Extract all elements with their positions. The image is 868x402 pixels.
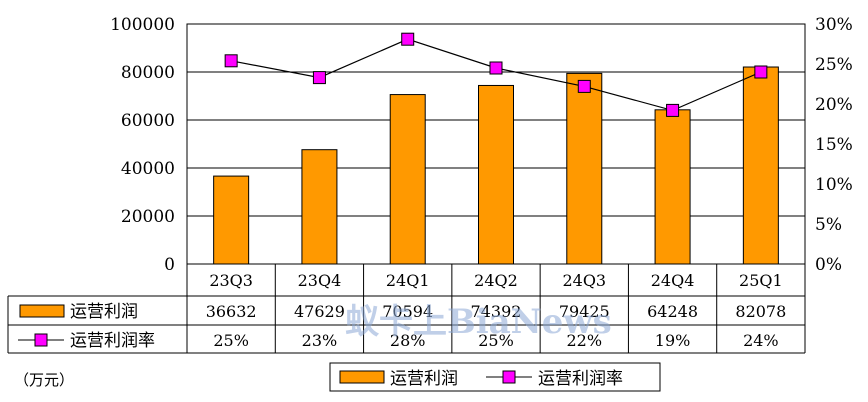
margin-marker <box>666 103 680 117</box>
table-bar-swatch <box>19 304 65 318</box>
bar <box>654 109 691 265</box>
data-label-margin: 22% <box>567 331 603 350</box>
bar <box>213 175 250 265</box>
data-label-profit: 64248 <box>647 302 698 321</box>
y-right-tick-label: 0% <box>815 255 842 275</box>
y-right-tick-label: 25% <box>815 55 853 75</box>
data-label-profit: 36632 <box>206 302 257 321</box>
margin-marker <box>577 79 591 93</box>
x-category-label: 24Q1 <box>386 271 430 290</box>
unit-label: （万元） <box>14 371 74 389</box>
bar <box>478 84 514 265</box>
y-left-tick-label: 60000 <box>121 111 175 131</box>
legend-bar-swatch <box>339 370 385 384</box>
bar <box>566 72 603 265</box>
x-category-label: 24Q4 <box>651 271 695 290</box>
data-label-margin: 25% <box>478 331 514 350</box>
data-label-profit: 82078 <box>735 302 786 321</box>
bar <box>301 149 338 265</box>
data-label-profit: 74392 <box>471 302 522 321</box>
data-label-margin: 28% <box>390 331 426 350</box>
bar <box>742 66 779 265</box>
data-label-margin: 23% <box>302 331 338 350</box>
x-category-label: 24Q2 <box>474 271 518 290</box>
x-category-label: 23Q3 <box>209 271 253 290</box>
table-row-label-profit: 运营利润 <box>70 302 138 322</box>
data-label-profit: 70594 <box>382 302 433 321</box>
x-category-label: 25Q1 <box>739 271 783 290</box>
data-label-margin: 19% <box>655 331 691 350</box>
data-label-margin: 25% <box>213 331 249 350</box>
table-marker-swatch <box>34 333 48 347</box>
legend-label-margin: 运营利润率 <box>538 369 623 389</box>
table-row-label-margin: 运营利润率 <box>70 331 155 351</box>
watermark-text: 蚁卡上BiaNews <box>345 302 612 342</box>
margin-marker <box>754 65 768 79</box>
margin-marker <box>489 61 503 75</box>
data-label-profit: 47629 <box>294 302 345 321</box>
data-label-margin: 24% <box>743 331 779 350</box>
y-left-tick-label: 80000 <box>121 63 175 83</box>
y-right-tick-label: 30% <box>815 15 853 35</box>
bar <box>389 94 426 265</box>
y-right-tick-label: 15% <box>815 135 853 155</box>
margin-marker <box>224 54 238 68</box>
legend-marker-swatch <box>502 370 516 384</box>
y-left-tick-label: 0 <box>164 255 175 275</box>
y-right-tick-label: 20% <box>815 95 853 115</box>
y-right-tick-label: 10% <box>815 175 853 195</box>
margin-marker <box>401 32 415 46</box>
y-left-tick-label: 100000 <box>110 15 175 35</box>
y-left-tick-label: 40000 <box>121 159 175 179</box>
legend-label-profit: 运营利润 <box>390 369 458 389</box>
x-category-label: 24Q3 <box>562 271 606 290</box>
margin-marker <box>312 71 326 85</box>
data-label-profit: 79425 <box>559 302 610 321</box>
y-left-tick-label: 20000 <box>121 207 175 227</box>
x-category-label: 23Q4 <box>298 271 342 290</box>
y-right-tick-label: 5% <box>815 215 842 235</box>
